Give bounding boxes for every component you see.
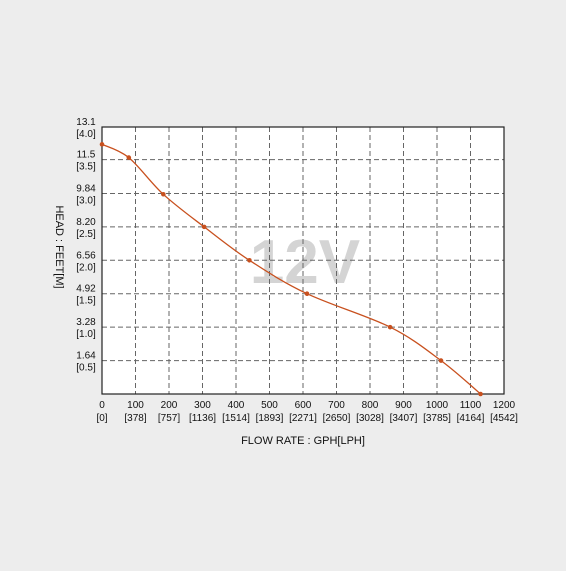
y-tick-label: 4.92 [76, 284, 96, 295]
y-tick-label: 8.20 [76, 217, 96, 228]
x-tick-sublabel: [4542] [490, 413, 518, 424]
data-point [387, 324, 393, 330]
y-tick-label: 9.84 [76, 183, 96, 194]
grid-lines [102, 127, 504, 394]
data-point [201, 224, 207, 230]
data-point [247, 257, 252, 263]
x-tick-label: 700 [328, 400, 345, 411]
x-tick-label: 300 [194, 400, 211, 411]
x-tick-sublabel: [378] [124, 413, 146, 424]
data-point [438, 358, 444, 363]
y-tick-sublabel: [0.5] [76, 363, 96, 374]
y-tick-label: 11.5 [77, 150, 96, 161]
x-tick-label: 400 [228, 400, 245, 411]
x-tick-label: 900 [395, 400, 412, 411]
y-tick-sublabel: [2.0] [76, 262, 96, 273]
x-tick-label: 1100 [460, 400, 482, 411]
y-tick-sublabel: [4.0] [76, 129, 96, 140]
x-axis-title: FLOW RATE : GPH[LPH] [241, 435, 365, 447]
series-line [101, 143, 482, 395]
x-tick-label: 500 [261, 400, 278, 411]
x-tick-sublabel: [1136] [189, 413, 216, 424]
x-tick-sublabel: [0] [96, 413, 107, 424]
x-tick-sublabel: [3785] [423, 413, 451, 424]
y-tick-label: 1.64 [76, 351, 96, 362]
y-tick-sublabel: [2.5] [76, 229, 96, 240]
x-tick-label: 200 [161, 400, 178, 411]
data-point [126, 155, 132, 160]
plot-frame [101, 126, 505, 395]
y-tick-sublabel: [3.5] [76, 162, 96, 173]
y-tick-label: 13.1 [76, 117, 96, 128]
x-tick-sublabel: [4164] [457, 413, 485, 424]
x-tick-label: 1000 [426, 400, 449, 411]
y-tick-sublabel: [3.0] [76, 195, 96, 206]
y-tick-sublabel: [1.5] [76, 296, 96, 307]
x-tick-label: 0 [99, 400, 105, 411]
x-axis-ticks: 0 [0] 100 [378] 200 [757] 300 [1136] 400 [1514] 50… [96, 400, 518, 424]
y-tick-label: 3.28 [76, 317, 96, 328]
data-point [304, 291, 310, 297]
x-tick-sublabel: [2650] [323, 413, 351, 424]
series-layer [99, 142, 483, 397]
x-tick-sublabel: [3407] [390, 413, 418, 424]
x-tick-label: 600 [295, 400, 312, 411]
watermark-text: 12V [250, 228, 360, 297]
y-axis-ticks: 1.64[0.5] 3.28[1.0] 4.92[1.5] 6.56[2.0] 8.20… [76, 117, 96, 374]
x-tick-sublabel: [3028] [356, 413, 384, 424]
data-point [478, 391, 483, 397]
x-tick-label: 1200 [493, 400, 516, 411]
x-tick-sublabel: [1893] [256, 413, 284, 424]
data-point [99, 142, 105, 147]
x-tick-sublabel: [1514] [222, 413, 250, 424]
x-tick-label: 800 [362, 400, 379, 411]
y-axis-title: HEAD : FEET[M] [53, 205, 65, 288]
x-tick-label: 100 [127, 400, 144, 411]
data-point [161, 191, 166, 197]
x-tick-sublabel: [2271] [289, 413, 317, 424]
x-tick-sublabel: [757] [158, 413, 180, 424]
y-tick-sublabel: [1.0] [76, 329, 96, 340]
y-tick-label: 6.56 [76, 250, 96, 261]
